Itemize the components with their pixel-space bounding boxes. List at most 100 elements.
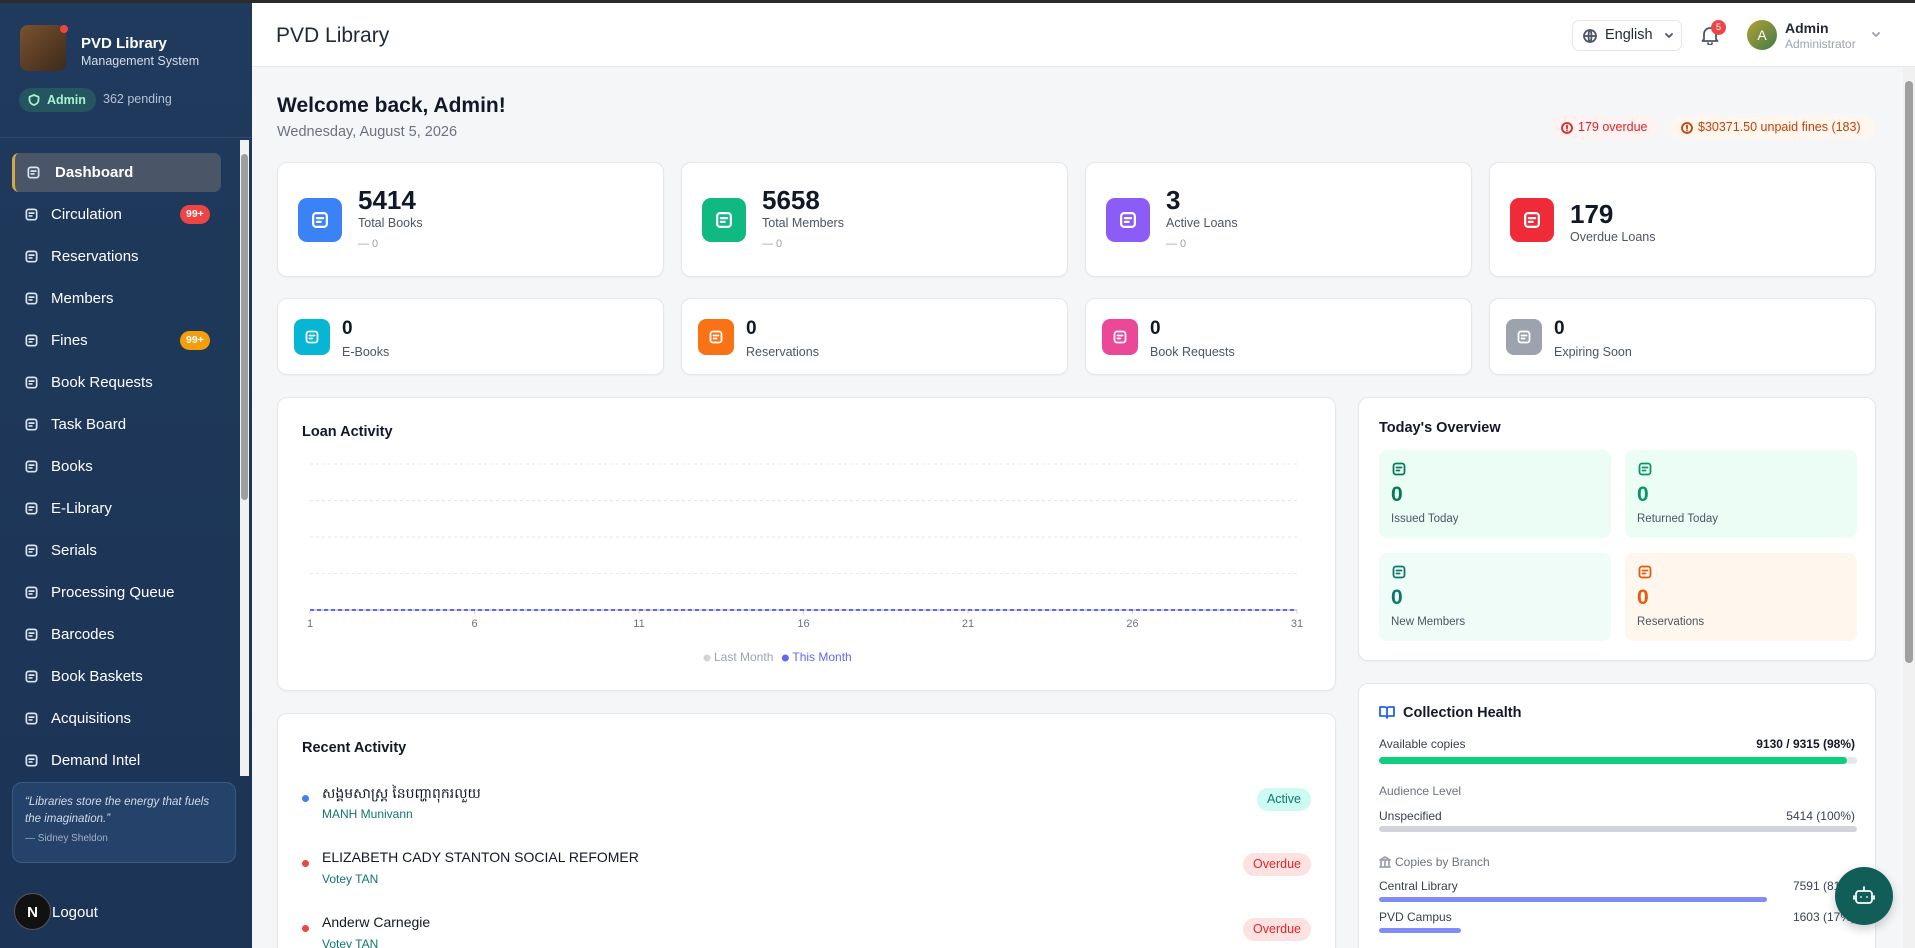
icon (716, 212, 732, 228)
mini-stat-value: 0 (342, 318, 353, 339)
nav-item[interactable]: Dashboard (12, 153, 221, 192)
icon-shape (25, 754, 38, 767)
nav-label: Book Requests (51, 374, 153, 391)
audience-label: Unspecified (1379, 809, 1442, 823)
icon (25, 670, 38, 683)
nav-item[interactable]: E-Library (12, 489, 221, 528)
alert-pill: $30371.50 unpaid fines (183) (1671, 116, 1875, 139)
mini-stat-icon (698, 319, 734, 355)
nav-item[interactable]: Fines 99+ (12, 321, 221, 360)
activity-dot (302, 925, 309, 932)
stat-delta: — 0 (1166, 238, 1187, 250)
icon-shape (1520, 334, 1528, 340)
overview-tile: 0 Returned Today (1625, 450, 1857, 538)
avatar[interactable]: N (14, 893, 51, 930)
alert-text: 179 overdue (1578, 120, 1648, 134)
nav-item[interactable]: Processing Queue (12, 573, 221, 612)
icon-shape (25, 586, 38, 599)
nav-item[interactable]: Book Baskets (12, 657, 221, 696)
stat-delta: — 0 (762, 238, 783, 250)
stat-value: 3 (1166, 185, 1181, 215)
header: PVD Library English 5 A Admin Administra… (252, 0, 1915, 67)
available-value: 9130 / 9315 (98%) (1756, 737, 1855, 751)
alert-icon-circle (1561, 122, 1573, 134)
icon-shape (1392, 462, 1406, 476)
overview-label: Issued Today (1391, 513, 1459, 525)
branch-icon (1379, 856, 1391, 868)
notification-badge: 5 (1711, 20, 1726, 35)
icon-shape (28, 674, 35, 679)
legend-label: Last Month (714, 650, 773, 664)
icon-shape (27, 166, 40, 179)
shield-icon (28, 94, 40, 106)
stat-value: 5658 (762, 185, 820, 215)
header-title: PVD Library (276, 24, 390, 47)
nav-item[interactable]: Barcodes (12, 615, 221, 654)
sidebar: PVD Library Management System Admin 362 … (0, 0, 252, 948)
activity-title: សង្គមសាស្ត្រ នៃបញ្ហាពុករលួយ (322, 785, 481, 801)
icon (25, 502, 38, 515)
nav-label: Serials (51, 542, 97, 559)
branch-bar (1379, 897, 1767, 902)
nav-item[interactable]: Reservations (12, 237, 221, 276)
language-select[interactable]: English (1572, 20, 1682, 51)
nav-item[interactable]: Members (12, 279, 221, 318)
nav-item[interactable]: Demand Intel (12, 741, 221, 775)
nav-item[interactable]: Acquisitions (12, 699, 221, 738)
icon-shape (1395, 569, 1403, 575)
chevron (1665, 33, 1673, 38)
branch-bar (1379, 928, 1461, 933)
status-pill: Active (1256, 788, 1311, 811)
status-text: Active (1266, 792, 1301, 806)
icon-shape (305, 330, 319, 344)
icon (27, 166, 40, 179)
quote-author: — Sidney Sheldon (25, 833, 108, 844)
status-pill: Overdue (1243, 918, 1311, 941)
icon (25, 250, 38, 263)
stat-card: 5658 Total Members — 0 (681, 162, 1068, 277)
x-tick-label: 6 (471, 618, 477, 630)
nav-item[interactable]: Task Board (12, 405, 221, 444)
x-tick-label: 11 (633, 618, 644, 630)
available-track (1379, 757, 1857, 764)
icon-shape (312, 212, 328, 228)
logout[interactable]: Logout (52, 904, 98, 921)
nav-item[interactable]: Circulation 99+ (12, 195, 221, 234)
logo-dot (60, 25, 68, 33)
nav-label: E-Library (51, 500, 112, 517)
icon (1113, 330, 1127, 344)
language: English (1605, 27, 1653, 43)
nav-label: Books (51, 458, 93, 475)
main-scroll-thumb (1905, 81, 1913, 663)
icon-shape (28, 632, 35, 637)
alert-icon (1561, 122, 1573, 134)
stat-card: 5414 Total Books — 0 (277, 162, 664, 277)
x-tick-label: 31 (1291, 618, 1303, 630)
nav-item[interactable]: Book Requests (12, 363, 221, 402)
nav-item[interactable]: Serials (12, 531, 221, 570)
stat-value: 5414 (358, 185, 416, 215)
icon-shape (28, 338, 35, 343)
user-name: Admin (1785, 20, 1829, 36)
welcome-title: Welcome back, Admin! (277, 94, 506, 117)
pending: 362 pending (103, 92, 172, 106)
icon-shape (28, 422, 35, 427)
icon (25, 754, 38, 767)
icon-shape (28, 758, 35, 763)
assistant-button[interactable] (1835, 867, 1893, 925)
user-chevron (1872, 32, 1880, 37)
nav-label: Acquisitions (51, 710, 132, 727)
branch-label: PVD Campus (1379, 910, 1452, 924)
mini-stat-card: 0 Book Requests (1085, 298, 1472, 375)
quote-text: “Libraries store the energy that fuels t… (25, 796, 210, 825)
stat-card: 3 Active Loans — 0 (1085, 162, 1472, 277)
overview-title: Today's Overview (1379, 420, 1501, 436)
user-avatar[interactable]: A (1747, 20, 1777, 50)
icon-shape (1123, 217, 1133, 223)
activity-member: Votey TAN (322, 937, 379, 948)
available-bar (1379, 757, 1848, 764)
nav-item[interactable]: Books (12, 447, 221, 486)
icon (25, 544, 38, 557)
nav-badge: 99+ (180, 331, 210, 350)
